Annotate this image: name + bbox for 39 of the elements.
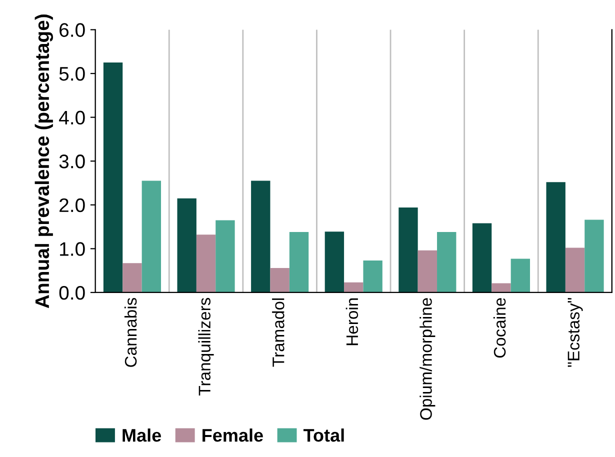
x-tick-label: Heroin — [346, 298, 358, 346]
y-tick-label: 0.0 — [59, 286, 85, 300]
bar — [492, 283, 511, 292]
bar — [196, 234, 216, 292]
bar — [398, 208, 418, 292]
bar — [546, 182, 566, 292]
bar — [418, 250, 438, 292]
y-tick-label: 4.0 — [59, 110, 85, 125]
y-tick-label: 5.0 — [59, 66, 85, 81]
bar — [584, 220, 604, 292]
x-tick-label: Opium/morphine — [420, 298, 436, 420]
x-tick-label: "Ecstasy" — [568, 298, 583, 367]
bar — [324, 232, 344, 292]
y-tick-label: 3.0 — [59, 154, 85, 168]
bar — [363, 260, 382, 292]
bar — [251, 180, 270, 292]
x-tick-label: Cocaine — [493, 298, 506, 358]
bar — [270, 268, 290, 292]
y-axis-title: Annual prevalence (percentage) — [34, 14, 54, 308]
bar — [216, 220, 235, 292]
bar — [510, 258, 530, 292]
legend-label: Male — [122, 428, 161, 442]
bar — [142, 180, 162, 292]
bar — [177, 198, 196, 292]
legend-label: Female — [202, 428, 263, 442]
x-tick-label: Cannabis — [124, 298, 137, 367]
x-tick-label: Tranquillizers — [198, 298, 214, 396]
bar — [289, 232, 309, 292]
bar — [472, 223, 492, 292]
y-tick-label: 1.0 — [60, 242, 85, 256]
y-tick-label: 6.0 — [60, 23, 85, 37]
bar — [103, 62, 123, 292]
bar — [344, 282, 364, 292]
bar — [565, 248, 585, 292]
bar — [122, 263, 142, 292]
x-tick-label: Tramadol — [272, 298, 284, 367]
bar — [437, 232, 456, 292]
y-tick-label: 2.0 — [60, 198, 85, 212]
legend-label: Total — [303, 428, 344, 442]
